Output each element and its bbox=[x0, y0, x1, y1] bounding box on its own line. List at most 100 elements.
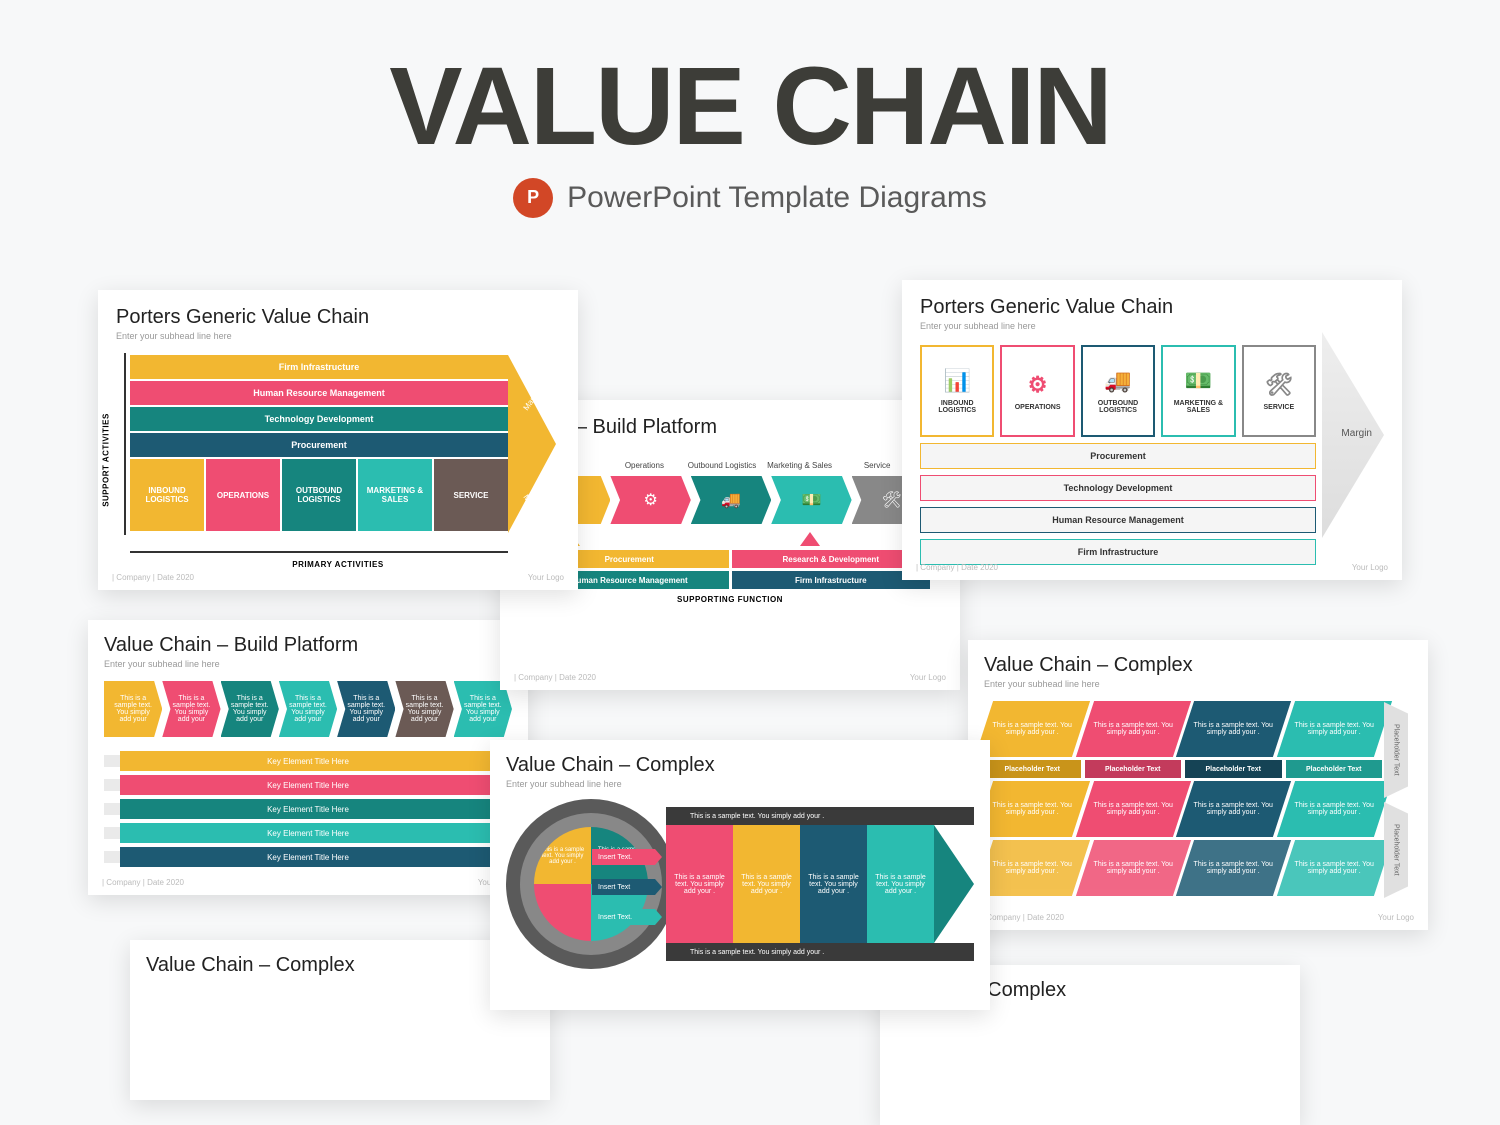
chevron-step: This is a sample text. You simply add yo… bbox=[221, 681, 279, 737]
chevron-step: This is a sample text. You simply add yo… bbox=[162, 681, 220, 737]
parallelogram-cell: This is a sample text. You simply add yo… bbox=[1276, 840, 1391, 896]
sample-bar-bottom: This is a sample text. You simply add yo… bbox=[666, 943, 974, 961]
parallelogram-cell: This is a sample text. You simply add yo… bbox=[1276, 701, 1391, 757]
slide-porters-value-chain-icons: Porters Generic Value Chain Enter your s… bbox=[902, 280, 1402, 580]
card-subtitle: Enter your subhead line here bbox=[506, 779, 974, 789]
card-subtitle: Enter your subhead line here bbox=[104, 659, 512, 669]
chevron-step: This is a sample text. You simply add yo… bbox=[104, 681, 162, 737]
slide-complex-partial: Value Chain – Complex bbox=[130, 940, 550, 1100]
support-row: Human Resource Management bbox=[130, 381, 508, 405]
primary-cell: OPERATIONS bbox=[206, 459, 280, 531]
powerpoint-icon: P bbox=[513, 178, 553, 218]
activity-iconbox: ⚙OPERATIONS bbox=[1000, 345, 1074, 437]
support-bar: Procurement bbox=[920, 443, 1316, 469]
key-element-bar: Key Element Title Here bbox=[120, 775, 496, 795]
parallelogram-cell: This is a sample text. You simply add yo… bbox=[1075, 701, 1190, 757]
activity-icon: 💵 bbox=[1185, 368, 1212, 394]
column-label: Marketing & Sales bbox=[763, 461, 837, 470]
parallelogram-cell: This is a sample text. You simply add yo… bbox=[975, 781, 1090, 837]
card-subtitle: Enter your subhead line here bbox=[984, 679, 1412, 689]
hero-subtitle: PowerPoint Template Diagrams bbox=[567, 181, 987, 215]
parallelogram-cell: This is a sample text. You simply add yo… bbox=[1276, 781, 1391, 837]
placeholder-label: Placeholder Text bbox=[984, 760, 1081, 778]
chevron-step: 🚚 bbox=[691, 476, 771, 524]
axis-y-label: SUPPORT ACTIVITIES bbox=[102, 413, 111, 507]
footer-right: Your Logo bbox=[528, 573, 564, 582]
footer-right: Your Logo bbox=[1378, 913, 1414, 922]
activity-iconbox: 🛠SERVICE bbox=[1242, 345, 1316, 437]
footer-right: Your Logo bbox=[910, 673, 946, 682]
card-title: Value Chain – Complex bbox=[146, 954, 534, 977]
column-label: Operations bbox=[608, 461, 682, 470]
support-row: Firm Infrastructure bbox=[130, 355, 508, 379]
slide-complex-parallelogram: Value Chain – Complex Enter your subhead… bbox=[968, 640, 1428, 930]
margin-label: Margin bbox=[1341, 428, 1372, 439]
parallelogram-cell: This is a sample text. You simply add yo… bbox=[975, 701, 1090, 757]
card-title: Value Chain – Complex bbox=[984, 654, 1412, 677]
activity-iconbox: 📊INBOUND LOGISTICS bbox=[920, 345, 994, 437]
flow-box: This is a sample text. You simply add yo… bbox=[666, 825, 733, 943]
parallelogram-cell: This is a sample text. You simply add yo… bbox=[1176, 781, 1291, 837]
slide-complex-donut: Value Chain – Complex Enter your subhead… bbox=[490, 740, 990, 1010]
support-cell: Research & Development bbox=[732, 550, 931, 568]
primary-cell: MARKETING & SALES bbox=[358, 459, 432, 531]
parallelogram-cell: This is a sample text. You simply add yo… bbox=[1176, 701, 1291, 757]
footer-left: | Company | Date 2020 bbox=[982, 913, 1064, 922]
flow-box: This is a sample text. You simply add yo… bbox=[800, 825, 867, 943]
support-bar: Technology Development bbox=[920, 475, 1316, 501]
support-cell: Firm Infrastructure bbox=[732, 571, 931, 589]
primary-cell: INBOUND LOGISTICS bbox=[130, 459, 204, 531]
footer-left: | Company | Date 2020 bbox=[102, 878, 184, 887]
key-element-bar: Key Element Title Here bbox=[120, 823, 496, 843]
support-row: Procurement bbox=[130, 433, 508, 457]
flow-box: This is a sample text. You simply add yo… bbox=[733, 825, 800, 943]
support-bar: Firm Infrastructure bbox=[920, 539, 1316, 565]
flow-box: This is a sample text. You simply add yo… bbox=[867, 825, 934, 943]
chevron-step: This is a sample text. You simply add yo… bbox=[337, 681, 395, 737]
flow-arrow bbox=[934, 825, 974, 943]
parallelogram-cell: This is a sample text. You simply add yo… bbox=[1176, 840, 1291, 896]
card-title: Chain – Build Platform bbox=[518, 416, 942, 439]
primary-cell: OUTBOUND LOGISTICS bbox=[282, 459, 356, 531]
axis-x-label: PRIMARY ACTIVITIES bbox=[292, 560, 383, 569]
activity-icon: 🛠 bbox=[1265, 372, 1293, 398]
footer-right: Your Logo bbox=[1352, 563, 1388, 572]
footer-left: | Company | Date 2020 bbox=[916, 563, 998, 572]
column-label: Outbound Logistics bbox=[685, 461, 759, 470]
activity-iconbox: 💵MARKETING & SALES bbox=[1161, 345, 1235, 437]
activity-icon: 📊 bbox=[944, 368, 971, 394]
footer-left: | Company | Date 2020 bbox=[514, 673, 596, 682]
support-bar: Human Resource Management bbox=[920, 507, 1316, 533]
insert-pill: Insert Text bbox=[592, 879, 662, 895]
chevron-step: ⚙ bbox=[610, 476, 690, 524]
card-subtitle: Enter your subhead line here bbox=[920, 321, 1384, 331]
slide-build-platform-left: Value Chain – Build Platform Enter your … bbox=[88, 620, 528, 895]
activity-iconbox: 🚚OUTBOUND LOGISTICS bbox=[1081, 345, 1155, 437]
key-element-bar: Key Element Title Here bbox=[120, 799, 496, 819]
placeholder-label: Placeholder Text bbox=[1085, 760, 1182, 778]
donut-chart: This is a sample text. You simply add yo… bbox=[506, 799, 676, 969]
support-row: Technology Development bbox=[130, 407, 508, 431]
chevron-step: This is a sample text. You simply add yo… bbox=[395, 681, 453, 737]
key-element-bar: Key Element Title Here bbox=[120, 847, 496, 867]
placeholder-label: Placeholder Text bbox=[1286, 760, 1383, 778]
slide-porters-value-chain: Porters Generic Value Chain Enter your s… bbox=[98, 290, 578, 590]
parallelogram-cell: This is a sample text. You simply add yo… bbox=[975, 840, 1090, 896]
margin-label-bottom: Margin bbox=[521, 493, 542, 518]
hero: VALUE CHAIN P PowerPoint Template Diagra… bbox=[0, 0, 1500, 218]
card-title: Value Chain – Build Platform bbox=[104, 634, 512, 657]
chevron-step: 💵 bbox=[771, 476, 851, 524]
insert-pill: Insert Text. bbox=[592, 909, 662, 925]
supporting-function-label: SUPPORTING FUNCTION bbox=[518, 595, 942, 604]
hero-title: VALUE CHAIN bbox=[0, 55, 1500, 160]
primary-cell: SERVICE bbox=[434, 459, 508, 531]
card-title: Porters Generic Value Chain bbox=[920, 296, 1384, 319]
activity-icon: ⚙ bbox=[1028, 372, 1048, 398]
chevron-step: This is a sample text. You simply add yo… bbox=[279, 681, 337, 737]
parallelogram-cell: This is a sample text. You simply add yo… bbox=[1075, 781, 1190, 837]
card-subtitle: Enter your subhead line here bbox=[116, 331, 560, 341]
card-title: Value Chain – Complex bbox=[506, 754, 974, 777]
parallelogram-cell: This is a sample text. You simply add yo… bbox=[1075, 840, 1190, 896]
footer-left: | Company | Date 2020 bbox=[112, 573, 194, 582]
sample-bar-top: This is a sample text. You simply add yo… bbox=[666, 807, 974, 825]
